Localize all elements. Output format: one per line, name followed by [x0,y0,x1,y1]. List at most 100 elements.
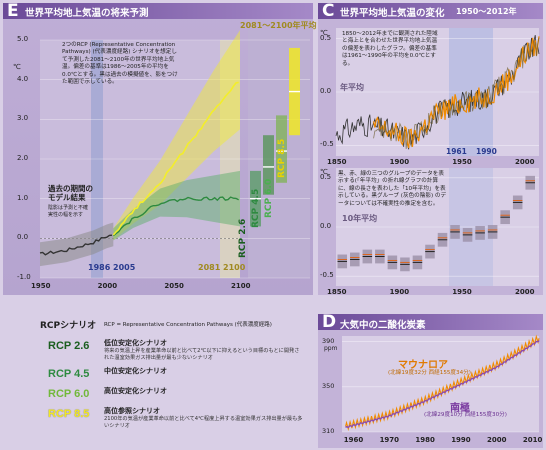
period-label: 2081～2100年平均 [240,21,317,30]
series-b-label: 南極 [450,403,470,414]
historical-uncertainty-band [40,222,114,267]
period-bar-RCP-6.0 [276,115,287,183]
panel-e-chart [3,3,313,295]
series-a-loc: (北緯19度32分 西経155度34分) [388,370,471,376]
legend-rcp-title: 高位参照シナリオ [104,407,160,415]
panel-c-period: 1950～2012年 [456,7,517,16]
c-annual-x-tick: 1900 [389,158,410,166]
legend-rcp-name: RCP 2.6 [48,340,90,352]
c-decadal-x-tick: 2000 [514,288,535,296]
rcp85-uncertainty-band [113,30,240,241]
rcp-vertical-label: RCP 4.5 [251,188,261,228]
past-model-sub: 陰影は予測と不確実性の幅を示す [48,205,89,218]
panel-c-note-bottom: 黒、赤、緑の三つのグループのデータを表示する(「年平均」の折れ線グラフの計算に、… [338,171,447,207]
d-y-tick: 390 [322,336,335,345]
panel-d: D 大気中の二酸化炭素 ppm マウナロア (北緯19度32分 西経155度34… [316,312,546,450]
annual-series-line [373,36,540,149]
c-decadal-y-tick: -0.5 [320,271,334,280]
e-x-tick-label: 2000 [97,282,118,290]
d-x-tick: 2010 [522,436,543,444]
c-decadal-x-tick: 1850 [327,288,347,296]
e-y-tick-label: 5.0 [17,35,29,43]
panel-d-marks [345,334,540,432]
series-line-RCP-8.5 [112,81,239,236]
legend-rcp-name: RCP 4.5 [48,368,90,380]
legend-heading: RCPシナリオ [40,321,97,331]
c-y-unit-bottom: ℃ [320,168,328,176]
panel-e-title: 世界平均地上気温の将来予測 [25,8,149,19]
panel-e-titlebar [3,3,313,19]
d-x-tick: 1970 [379,436,400,444]
legend-rcp-title: 中位安定化シナリオ [104,367,167,375]
rcp-legend: RCPシナリオ RCP = Representative Concentrati… [0,312,316,450]
c-annual-x-tick: 1950 [452,158,472,166]
e-y-tick-label: 1.0 [17,193,29,202]
d-y-tick: 350 [322,381,335,390]
panel-c-grid [336,38,539,277]
panel-c-note-top: 1850～2012年までに観測された陸域と海上とを合わせた世界平均地上気温の偏差… [342,31,438,67]
baseline-label: 1986 2005 [88,263,136,272]
c-y-unit-top: ℃ [320,29,328,37]
e-y-tick-label: 0.0 [17,233,29,242]
legend-rcp-desc: 将来の気温上昇を産業革命以前と比べて2℃以下に抑えるという目標のもとに開発された… [104,348,300,361]
e-x-tick-label: 2100 [231,282,251,290]
legend-rcp-title: 高位安定化シナリオ [104,387,167,395]
d-x-tick: 1980 [415,436,435,444]
legend-rcp-desc: 2100年の気温が産業革命以前と比べて4℃程度上昇する温室効果ガス排出量が最も多… [104,416,303,429]
panel-c-titlebar [318,3,543,19]
c-annual-y-tick: 0.0 [320,87,332,95]
legend-rcp-name: RCP 8.5 [48,408,90,420]
d-y-tick: 310 [322,427,335,435]
co2-series-line-1 [345,340,540,429]
c-annual-x-tick: 2000 [514,158,535,166]
panel-c-marks [335,35,540,272]
past-model-label: 過去の期間の モデル結果 [48,184,93,202]
c-decadal-x-tick: 1950 [452,288,472,296]
e-y-tick-label: -1.0 [17,273,31,281]
panel-c-letter: C [322,1,335,21]
year-1961: 1961 [446,147,467,156]
e-y-unit: ℃ [13,63,21,71]
rcp-vertical-label: RCP 8.5 [277,138,287,178]
rcp-vertical-label: RCP 6.0 [264,178,274,218]
legend-heading-note: RCP = Representative Concentration Pathw… [104,322,272,328]
e-y-tick-label: 2.0 [17,154,29,162]
series-a-label: マウナロア [398,360,448,371]
co2-series-line-0 [345,334,540,432]
decadal-label: 10年平均 [342,214,378,223]
panel-d-chart [318,314,543,448]
series-line-RCP-2.6 [112,196,239,237]
e-y-tick-label: 3.0 [17,114,29,123]
panel-d-letter: D [322,312,337,332]
c-decadal-y-tick: 0.5 [320,172,332,181]
legend-rcp-title: 低位安定化シナリオ [104,339,167,347]
annual-label: 年平均 [340,83,364,92]
panel-d-titlebar [318,314,543,330]
c-decadal-x-tick: 1900 [389,288,410,296]
e-x-tick-label: 1950 [31,282,51,290]
panel-e-note: 2つのRCP (Representative Concentration Pat… [62,42,178,86]
e-y-tick-label: 4.0 [17,74,29,83]
d-y-unit: ppm [324,345,338,352]
panel-c-title: 世界平均地上気温の変化 [340,8,445,19]
c-decadal-y-tick: 0.0 [320,222,332,230]
panel-e: E 世界平均地上気温の将来予測 2081～2100年平均 ℃ 2つのRCP (R… [0,0,317,298]
series-b-loc: (北緯29度10分 西経155度30分) [424,412,507,418]
annual-series-line [373,37,540,150]
panel-d-grid [342,341,539,433]
future-label: 2081 2100 [198,263,246,272]
period-bar-RCP-4.5 [263,135,274,195]
panel-e-marks [39,30,300,267]
panel-c: C 世界平均地上気温の変化 1950～2012年 ℃ 1850～2012年までに… [316,0,546,298]
d-x-tick: 1960 [343,436,364,444]
d-x-tick: 1990 [451,436,471,444]
series-line-過去の期間のモデル結果 [39,234,113,256]
c-annual-y-tick: 0.5 [320,33,332,42]
legend-rcp-name: RCP 6.0 [48,388,90,400]
rcp26-uncertainty-band [113,170,240,241]
c-annual-x-tick: 1850 [327,158,347,166]
e-x-tick-label: 2050 [164,282,184,290]
panel-e-letter: E [7,1,19,21]
rcp-vertical-label: RCP 2.6 [238,218,248,258]
